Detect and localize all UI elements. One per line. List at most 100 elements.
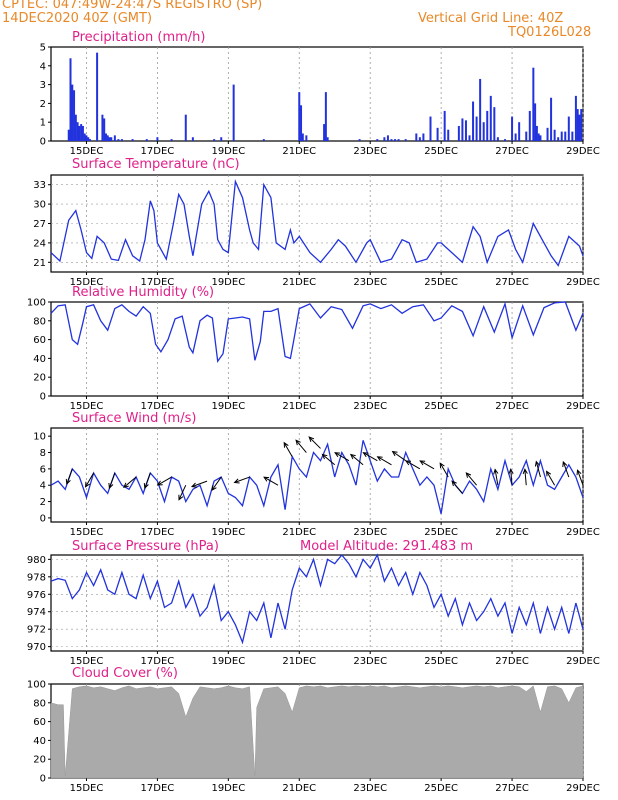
y-tick-label: 6 — [40, 464, 46, 475]
precip-bar — [514, 133, 517, 141]
y-tick-label: 970 — [27, 642, 46, 653]
wind-arrow-head — [451, 480, 457, 487]
y-tick-label: 980 — [27, 555, 46, 566]
y-tick-label: 24 — [33, 238, 46, 249]
precip-bar — [101, 114, 104, 141]
precip-bar — [326, 137, 329, 141]
wind-arrow-head — [439, 462, 445, 469]
precip-bar — [323, 124, 326, 141]
wind-arrow-shaft — [295, 439, 307, 453]
y-tick-label: 2 — [40, 497, 46, 508]
x-tick-label: 29DEC — [566, 401, 600, 412]
wind-arrow — [108, 472, 116, 490]
x-tick-label: 17DEC — [141, 656, 175, 667]
wind-arrow — [562, 460, 570, 478]
precip-bar — [535, 125, 538, 141]
y-tick-label: 976 — [27, 590, 46, 601]
wind-arrow-head — [211, 485, 217, 492]
y-tick-label: 10 — [33, 432, 46, 443]
y-tick-label: 21 — [33, 258, 46, 269]
y-tick-label: 978 — [27, 572, 46, 583]
wind-arrow — [451, 480, 463, 494]
precip-bar — [415, 133, 418, 141]
wind-arrow-shaft — [191, 480, 208, 488]
precip-bar — [574, 95, 577, 141]
x-tick-label: 17DEC — [141, 277, 175, 288]
x-tick-label: 27DEC — [495, 527, 529, 538]
y-tick-label: 4 — [40, 481, 46, 492]
precip-bar — [429, 116, 432, 141]
wind-arrow-shaft — [451, 480, 463, 494]
precip-bar — [67, 129, 70, 141]
precip-bar — [489, 95, 492, 141]
wind-arrow-shaft — [263, 476, 279, 486]
precip-bar — [96, 52, 99, 141]
y-tick-label: 80 — [33, 698, 46, 709]
wind-arrow-head — [465, 472, 472, 478]
y-tick-label: 0 — [40, 137, 46, 148]
wind-arrow — [143, 472, 151, 490]
precip-bar — [475, 116, 478, 141]
precip-bar — [120, 139, 123, 141]
precip-bar — [532, 67, 535, 141]
wind-arrow-shaft — [322, 454, 336, 466]
precip-bar — [87, 137, 90, 141]
wind-arrow-head — [295, 439, 301, 446]
wind-arrow-head — [405, 460, 412, 466]
y-tick-label: 30 — [33, 200, 46, 211]
x-tick-label: 29DEC — [566, 146, 600, 157]
x-tick-label: 17DEC — [141, 401, 175, 412]
wind-arrow-head — [419, 460, 426, 466]
wind-arrow-head — [391, 450, 398, 457]
x-tick-label: 19DEC — [211, 146, 245, 157]
wind-arrow — [123, 476, 137, 489]
panel-title: Relative Humidity (%) — [72, 285, 214, 300]
precip-bar — [539, 135, 542, 141]
wind-arrow-shaft — [524, 469, 527, 486]
y-tick-label: 5 — [40, 43, 46, 54]
wind-arrow-head — [522, 468, 528, 475]
x-tick-label: 23DEC — [353, 401, 387, 412]
wind-arrow-head — [534, 460, 540, 467]
precip-bar — [537, 133, 540, 141]
precip-bar — [511, 116, 514, 141]
wind-arrow — [283, 441, 293, 457]
wind-arrow-shaft — [363, 452, 378, 462]
x-tick-label: 19DEC — [211, 401, 245, 412]
precip-bar — [71, 84, 74, 141]
y-tick-label: 4 — [40, 61, 46, 72]
wind-arrow-head — [349, 453, 356, 460]
wind-arrow-head — [493, 468, 499, 475]
x-tick-label: 27DEC — [495, 656, 529, 667]
y-tick-label: 100 — [27, 680, 46, 691]
x-tick-label: 21DEC — [282, 656, 316, 667]
series-line — [50, 440, 584, 514]
wind-arrow — [156, 476, 172, 486]
precip-bar — [301, 133, 304, 141]
y-tick-label: 40 — [33, 736, 46, 747]
x-tick-label: 23DEC — [353, 277, 387, 288]
wind-arrow-head — [85, 481, 90, 488]
wind-arrow-shaft — [546, 471, 556, 486]
wind-arrow-shaft — [108, 472, 116, 489]
wind-arrow-shaft — [405, 460, 421, 470]
precip-bar — [493, 107, 496, 141]
wind-arrow-head — [143, 482, 149, 490]
panel-title: Surface Pressure (hPa) — [72, 539, 219, 554]
wind-arrow-shaft — [392, 451, 406, 462]
x-tick-label: 27DEC — [495, 401, 529, 412]
wind-arrow-head — [178, 494, 184, 501]
y-tick-label: 2 — [40, 99, 46, 110]
wind-arrow-head — [308, 436, 315, 442]
precip-bar — [73, 90, 76, 141]
precip-bar — [108, 137, 111, 141]
x-tick-label: 27DEC — [495, 783, 529, 794]
wind-arrow — [178, 485, 187, 501]
wind-arrow — [465, 472, 477, 486]
x-tick-label: 29DEC — [566, 783, 600, 794]
wind-arrow — [334, 452, 350, 462]
precip-bar — [213, 139, 216, 141]
precip-bar — [580, 109, 583, 141]
x-tick-label: 25DEC — [424, 656, 458, 667]
precip-bar — [472, 101, 475, 141]
